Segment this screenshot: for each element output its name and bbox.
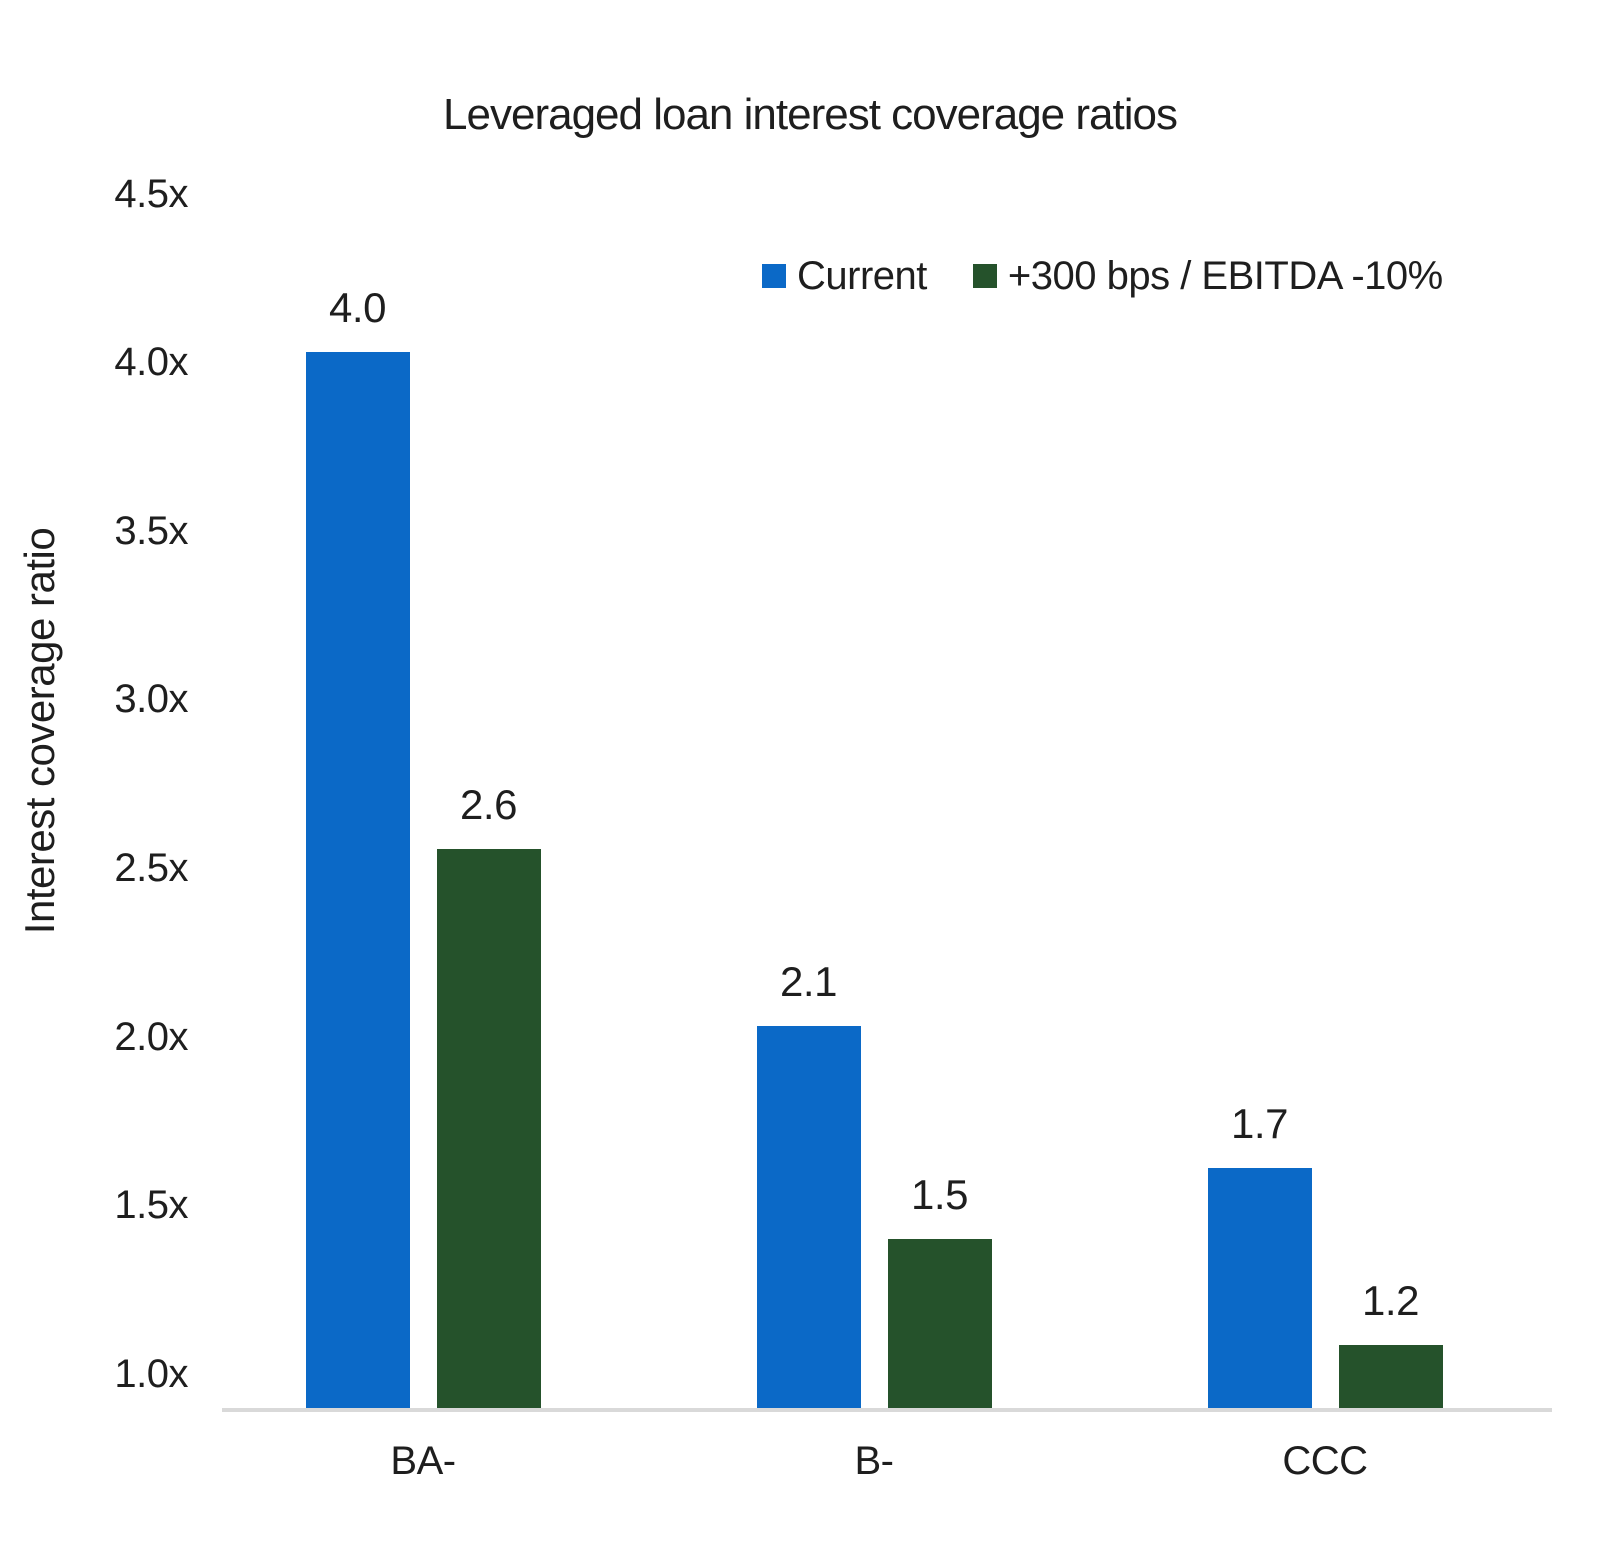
- bar: [887, 1238, 992, 1410]
- y-tick-label: 4.5x: [114, 171, 188, 216]
- legend-label-stress: +300 bps / EBITDA -10%: [1007, 254, 1443, 298]
- bar: [436, 848, 541, 1410]
- chart-title: Leveraged loan interest coverage ratios: [443, 90, 1178, 139]
- bar: [305, 352, 410, 1410]
- bar: [1207, 1167, 1312, 1410]
- legend-item-stress: +300 bps / EBITDA -10%: [972, 252, 1443, 300]
- y-tick-label: 3.5x: [114, 508, 188, 553]
- bar-value-label: 4.0: [329, 284, 386, 332]
- y-tick-label: 2.0x: [114, 1014, 188, 1059]
- x-category-label: BA-: [390, 1439, 456, 1483]
- y-tick-label: 1.5x: [114, 1183, 188, 1228]
- y-tick-label: 4.0x: [114, 340, 188, 385]
- bar-value-label: 1.5: [911, 1170, 968, 1218]
- legend-swatch-stress: [972, 264, 997, 288]
- legend-swatch-current: [762, 264, 786, 288]
- bar-value-label: 1.2: [1362, 1277, 1419, 1325]
- bar: [756, 1026, 861, 1410]
- bar-value-label: 2.6: [460, 780, 517, 828]
- y-tick-label: 1.0x: [114, 1351, 188, 1396]
- y-tick-label: 2.5x: [114, 846, 188, 891]
- x-axis-line: [222, 1408, 1552, 1412]
- x-category-label: CCC: [1282, 1439, 1368, 1483]
- y-tick-label: 3.0x: [114, 677, 188, 722]
- legend: Current +300 bps / EBITDA -10%: [762, 252, 1443, 300]
- x-category-label: B-: [854, 1439, 895, 1483]
- legend-item-current: Current: [762, 252, 927, 300]
- legend-label-current: Current: [797, 254, 927, 298]
- bar: [1338, 1345, 1443, 1410]
- bar-value-label: 2.1: [780, 958, 837, 1006]
- bar-value-label: 1.7: [1231, 1099, 1288, 1147]
